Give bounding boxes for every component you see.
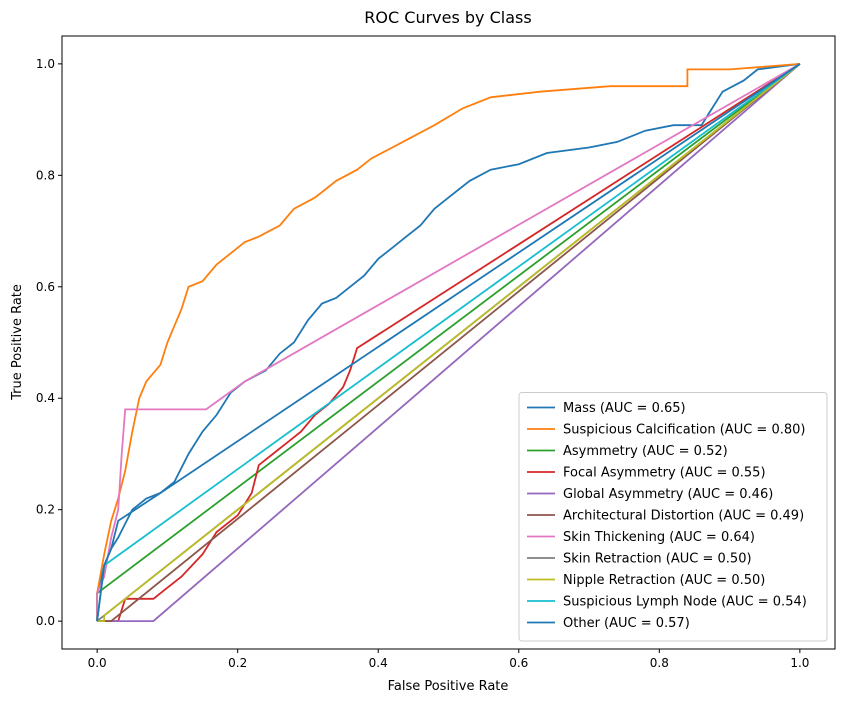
legend-label: Architectural Distortion (AUC = 0.49) [563, 509, 804, 524]
y-tick-label: 0.6 [36, 280, 55, 294]
y-axis-label: True Positive Rate [10, 284, 25, 401]
legend-label: Nipple Retraction (AUC = 0.50) [563, 573, 765, 588]
legend-label: Focal Asymmetry (AUC = 0.55) [563, 466, 766, 481]
plot-area [96, 63, 801, 622]
legend-label: Skin Retraction (AUC = 0.50) [563, 552, 752, 567]
legend-label: Asymmetry (AUC = 0.52) [563, 444, 728, 459]
chart-title: ROC Curves by Class [364, 8, 531, 27]
legend: Mass (AUC = 0.65) Suspicious Calcificatio… [518, 392, 828, 642]
series-line-3 [97, 63, 801, 622]
legend-label: Other (AUC = 0.57) [563, 616, 690, 631]
x-tick-label: 0.6 [509, 656, 528, 670]
legend-label: Skin Thickening (AUC = 0.64) [563, 530, 755, 545]
series-line-6 [96, 63, 801, 622]
y-tick-label: 0.4 [36, 391, 55, 405]
y-tick-label: 1.0 [36, 57, 55, 71]
x-tick-label: 0.2 [228, 656, 247, 670]
x-axis: 0.0 0.2 0.4 0.6 0.8 1.0 [88, 649, 809, 670]
x-tick-label: 0.4 [369, 656, 388, 670]
y-tick-label: 0.0 [36, 614, 55, 628]
series-line-1 [96, 63, 800, 622]
series-line-8 [97, 63, 801, 622]
legend-label: Mass (AUC = 0.65) [563, 401, 686, 416]
y-axis: 0.0 0.2 0.4 0.6 0.8 1.0 [36, 57, 62, 628]
legend-label: Global Asymmetry (AUC = 0.46) [563, 487, 773, 502]
legend-label: Suspicious Lymph Node (AUC = 0.54) [563, 595, 807, 610]
plot-frame [61, 35, 836, 650]
x-axis-label: False Positive Rate [388, 679, 509, 694]
x-tick-label: 1.0 [790, 656, 809, 670]
y-tick-label: 0.2 [36, 503, 55, 517]
y-tick-label: 0.8 [36, 168, 55, 182]
x-tick-label: 0.0 [88, 656, 107, 670]
legend-label: Suspicious Calcification (AUC = 0.80) [563, 423, 805, 438]
series-line-4 [97, 63, 801, 622]
x-tick-label: 0.8 [650, 656, 669, 670]
series-line-10 [96, 63, 801, 622]
legend-box [518, 392, 828, 642]
